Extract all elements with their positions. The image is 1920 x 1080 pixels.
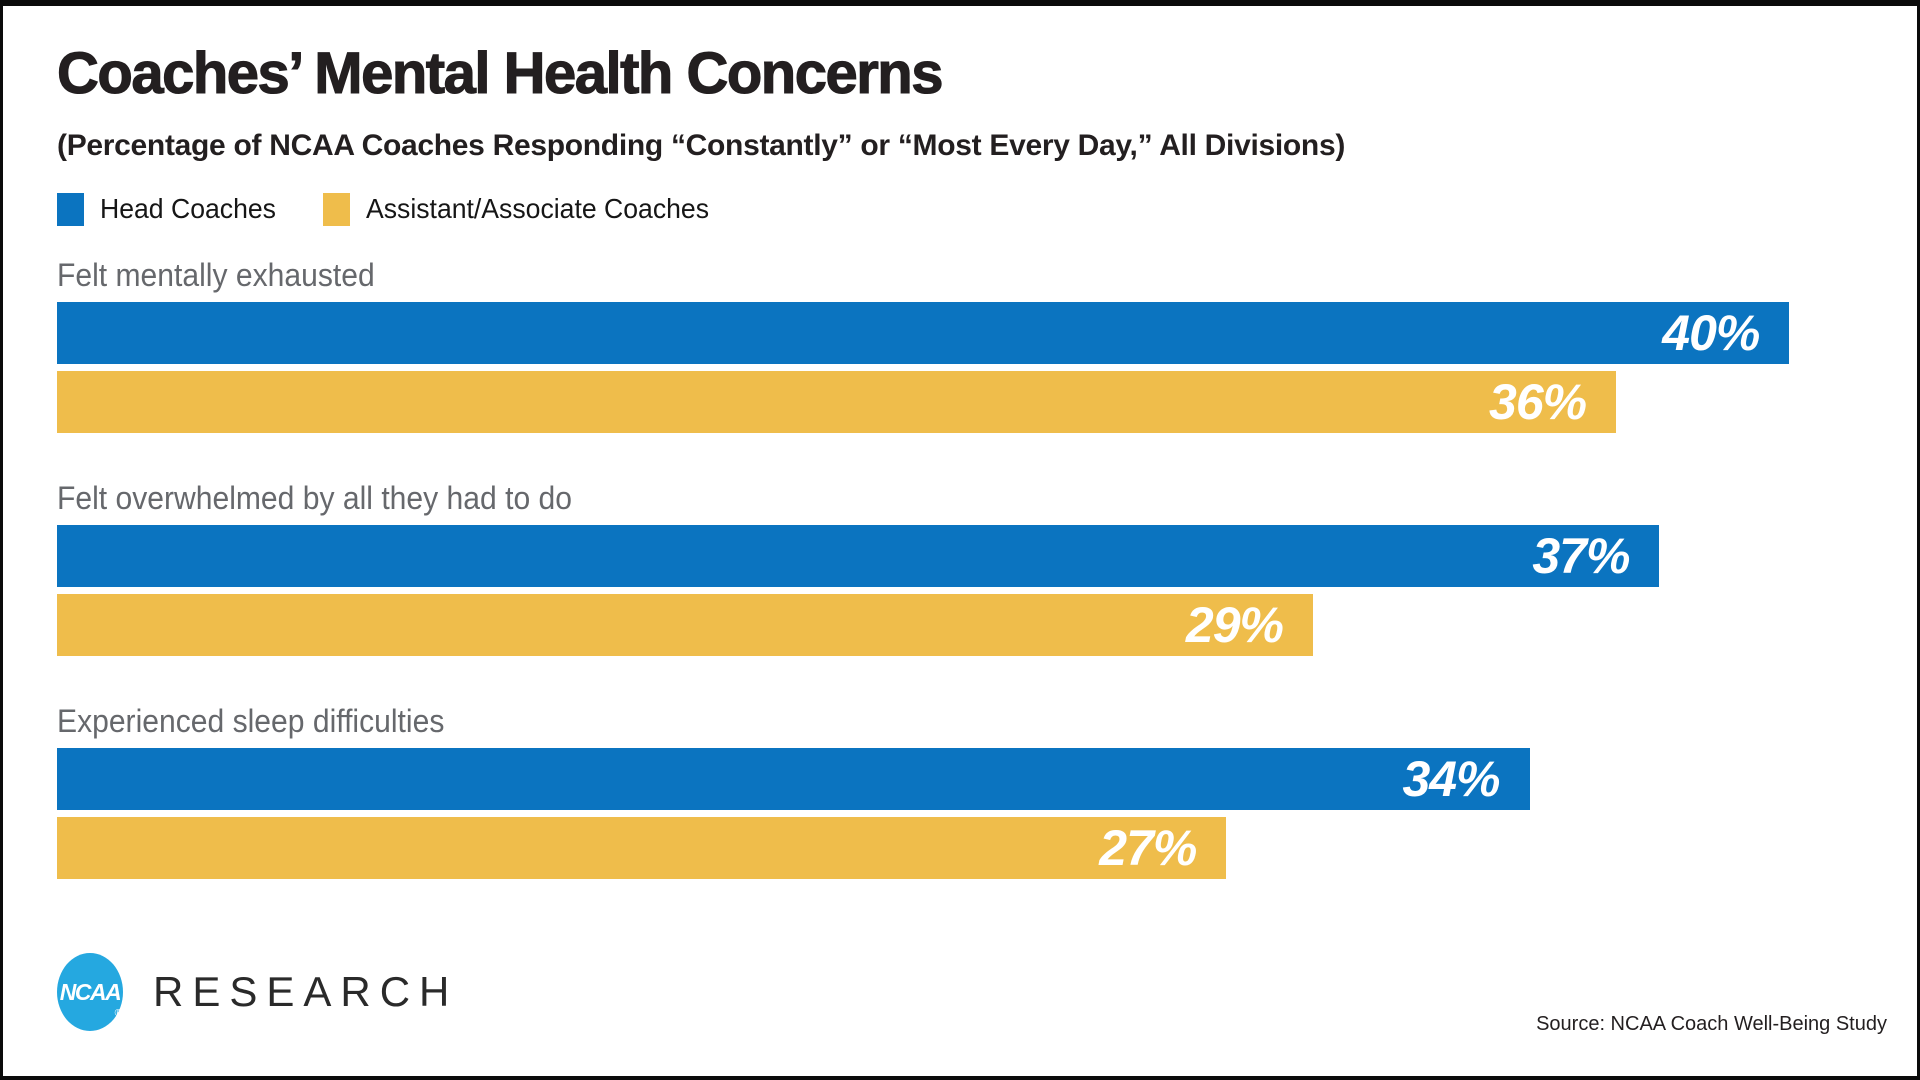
registered-trademark-icon: ® — [114, 1008, 122, 1019]
category-label: Felt overwhelmed by all they had to do — [57, 479, 572, 516]
bar-value-label: 27% — [1099, 819, 1197, 876]
footer-brandmark: NCAA ® RESEARCH — [57, 953, 458, 1031]
ncaa-logo-text: NCAA — [59, 978, 122, 1005]
bar-value-label: 40% — [1662, 304, 1760, 361]
ncaa-logo-icon: NCAA ® — [57, 953, 123, 1031]
head-coaches-bar: 40% — [57, 301, 1790, 364]
chart-title: Coaches’ Mental Health Concerns — [56, 41, 944, 106]
assistant-coaches-bar: 29% — [57, 593, 1313, 656]
bar-value-label: 36% — [1489, 373, 1587, 430]
bar-group: Felt mentally exhausted 40% 36% — [57, 256, 1863, 433]
legend: Head Coaches Assistant/Associate Coaches — [57, 192, 1863, 226]
chart-subtitle: (Percentage of NCAA Coaches Responding “… — [57, 128, 1346, 162]
bar-group: Experienced sleep difficulties 34% 27% — [57, 702, 1863, 879]
research-wordmark: RESEARCH — [153, 968, 459, 1015]
assistant-coaches-bar: 36% — [57, 370, 1617, 433]
category-label: Felt mentally exhausted — [57, 256, 375, 293]
bar-value-label: 34% — [1402, 750, 1500, 807]
legend-swatch-icon — [57, 192, 84, 226]
legend-label: Assistant/Associate Coaches — [366, 193, 710, 225]
legend-item: Head Coaches — [57, 192, 285, 226]
legend-item: Assistant/Associate Coaches — [323, 192, 727, 226]
category-label: Experienced sleep difficulties — [57, 702, 445, 739]
bar-value-label: 29% — [1185, 596, 1284, 653]
head-coaches-bar: 37% — [57, 524, 1660, 587]
source-note: Source: NCAA Coach Well-Being Study — [1536, 1013, 1887, 1035]
bar-value-label: 37% — [1532, 527, 1630, 584]
head-coaches-bar: 34% — [57, 747, 1530, 810]
legend-label: Head Coaches — [100, 193, 276, 225]
bar-groups: Felt mentally exhausted 40% 36% Felt overwh… — [57, 256, 1863, 879]
legend-swatch-icon — [323, 192, 351, 226]
assistant-coaches-bar: 27% — [57, 816, 1227, 879]
bar-group: Felt overwhelmed by all they had to do 37… — [57, 479, 1863, 656]
